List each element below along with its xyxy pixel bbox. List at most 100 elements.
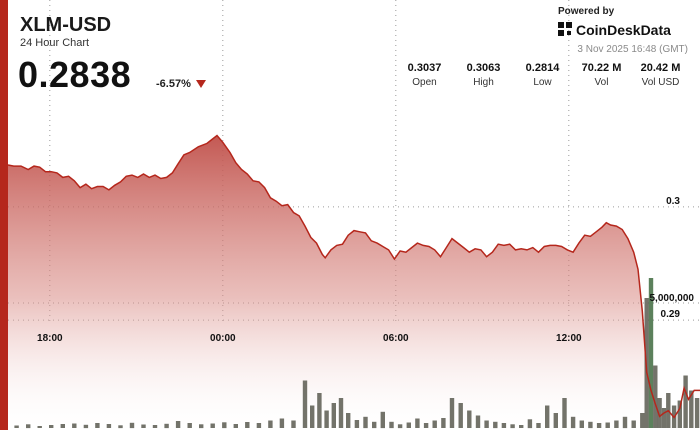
- volume-bar: [458, 403, 463, 428]
- volume-bar: [432, 420, 437, 428]
- stat-open: 0.3037 Open: [395, 62, 454, 88]
- stat-label: Open: [412, 77, 437, 88]
- volume-bar: [310, 405, 315, 428]
- stat-value: 20.42 M: [640, 62, 681, 74]
- stat-label: High: [473, 77, 494, 88]
- volume-bar: [694, 398, 700, 428]
- volume-bar: [152, 425, 158, 428]
- volume-bar: [657, 398, 662, 428]
- volume-bar: [95, 423, 100, 428]
- volume-bar: [60, 424, 65, 428]
- stat-label: Vol USD: [641, 77, 680, 88]
- x-tick-label: 12:00: [556, 333, 582, 344]
- volume-bar: [245, 422, 250, 428]
- brand-name: CoinDeskData: [576, 22, 671, 38]
- stat-value: 0.2814: [525, 62, 560, 74]
- volume-bar: [441, 418, 446, 428]
- volume-bar: [596, 423, 602, 428]
- volume-bar: [187, 423, 192, 428]
- volume-bar: [527, 419, 533, 429]
- volume-bar: [579, 420, 584, 428]
- volume-bar: [622, 416, 628, 429]
- volume-bar: [648, 278, 654, 428]
- volume-bar: [83, 424, 89, 429]
- volume-bar: [317, 393, 322, 428]
- volume-bar: [302, 380, 308, 428]
- volume-bar: [570, 416, 576, 429]
- volume-bar: [354, 420, 360, 428]
- stat-label: Vol: [594, 77, 609, 88]
- volume-bar: [331, 403, 336, 428]
- volume-bar: [338, 398, 344, 428]
- x-tick-label: 06:00: [383, 333, 409, 344]
- volume-bar: [449, 398, 455, 428]
- volume-bar: [233, 424, 238, 428]
- volume-bar: [106, 424, 112, 428]
- volume-bar: [562, 398, 567, 428]
- volume-bar: [118, 425, 123, 429]
- volume-bar: [14, 425, 19, 428]
- volume-bar: [605, 422, 610, 428]
- volume-bar: [372, 421, 377, 429]
- volume-bar: [545, 405, 550, 428]
- volume-bar: [175, 421, 181, 428]
- stat-low: 0.2814 Low: [513, 62, 572, 88]
- volume-bar: [553, 413, 558, 428]
- volume-bar: [389, 421, 394, 429]
- volume-bar: [653, 365, 658, 428]
- volume-bar: [129, 422, 135, 429]
- price-change: -6.57%: [156, 78, 191, 90]
- volume-bar: [475, 415, 481, 428]
- volume-bar: [380, 411, 385, 429]
- price-area: [8, 135, 700, 430]
- volume-bar: [26, 424, 31, 429]
- volume-bar: [415, 418, 420, 428]
- stat-value: 0.3063: [466, 62, 501, 74]
- volume-bar: [49, 425, 54, 428]
- volume-bar: [588, 421, 593, 429]
- volume-bar: [346, 413, 351, 428]
- volume-bar: [406, 422, 411, 428]
- volume-bar: [199, 424, 204, 429]
- volume-bar: [222, 422, 227, 429]
- volume-bar: [268, 420, 273, 428]
- volume-bar: [72, 423, 77, 428]
- stat-volume-usd: 20.42 M Vol USD: [631, 62, 690, 88]
- volume-bar: [631, 420, 636, 428]
- volume-bar: [291, 420, 296, 428]
- volume-bar: [164, 423, 169, 429]
- stat-label: Low: [533, 77, 552, 88]
- volume-bar: [661, 408, 667, 428]
- current-price: 0.2838: [18, 54, 132, 95]
- price-line: [7, 134, 700, 419]
- volume-bar: [614, 420, 619, 428]
- volume-bar: [484, 420, 489, 428]
- volume-bar: [536, 423, 541, 428]
- volume-bar: [493, 421, 498, 429]
- volume-bar: [519, 425, 524, 428]
- y-tick-label: 0.29: [661, 309, 681, 320]
- volume-bar: [501, 423, 507, 428]
- volume-bar: [141, 424, 146, 428]
- y-tick-label: 0.3: [666, 196, 680, 207]
- volume-bar: [683, 375, 688, 428]
- volume-bar: [363, 416, 368, 429]
- volume-bar: [37, 426, 42, 428]
- chart-subtitle: 24 Hour Chart: [20, 37, 90, 49]
- volume-bar: [210, 423, 215, 428]
- volume-bar: [256, 423, 262, 428]
- volume-bar: [677, 400, 682, 428]
- volume-bar: [397, 424, 403, 429]
- volume-bar: [510, 424, 515, 429]
- timestamp: 3 Nov 2025 16:48 (GMT): [577, 44, 688, 55]
- volume-tick-label: 5,000,000: [650, 293, 695, 304]
- stat-high: 0.3063 High: [454, 62, 513, 88]
- volume-bar: [324, 410, 329, 428]
- volume-bar: [640, 413, 645, 428]
- volume-bar: [279, 418, 285, 428]
- powered-by-label: Powered by: [558, 6, 615, 17]
- coindesk-logo-icon: [558, 22, 572, 36]
- volume-bar: [423, 423, 429, 428]
